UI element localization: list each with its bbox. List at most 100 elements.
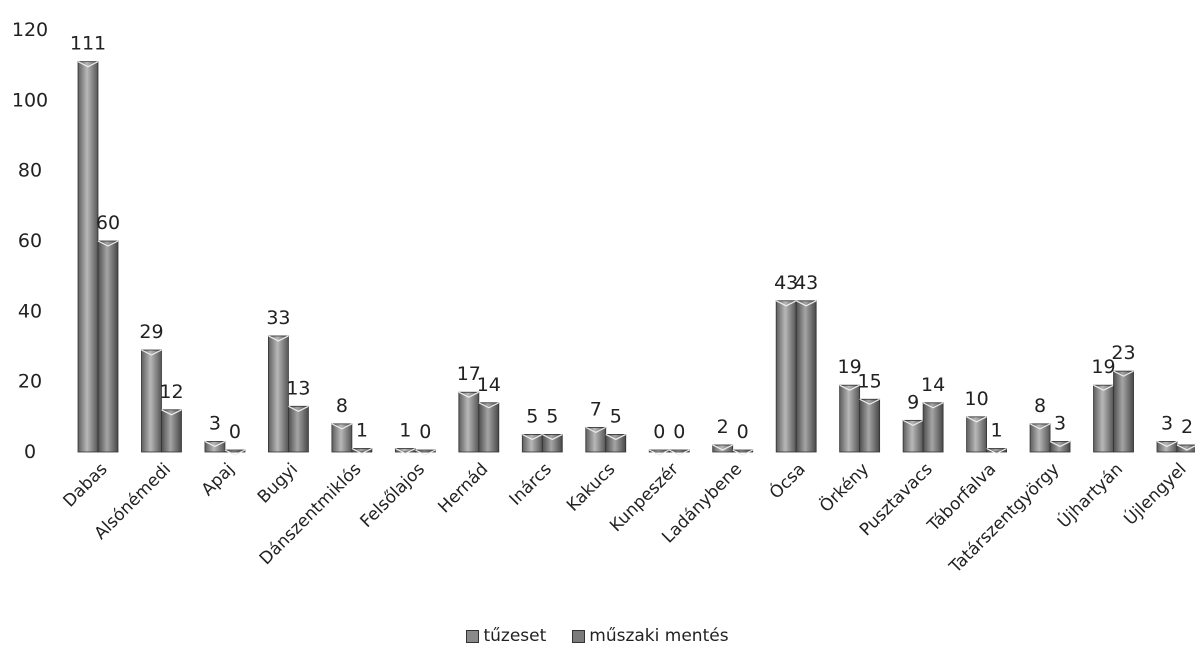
bar-muszaki (732, 449, 754, 453)
data-label-tuzeset: 2 (717, 416, 729, 438)
bar-cap (966, 416, 987, 423)
legend-label-muszaki: műszaki mentés (589, 626, 729, 646)
bar-tuzeset (521, 434, 543, 453)
data-label-muszaki: 14 (921, 374, 945, 396)
bar-cap (478, 402, 500, 409)
bar-cap (204, 440, 226, 448)
legend-swatch-tuzeset (466, 629, 480, 643)
bar-cap (268, 335, 289, 342)
category-label: Tatárszentgyörgy (945, 459, 1063, 577)
data-label-muszaki: 0 (229, 421, 241, 443)
data-label-tuzeset: 0 (653, 421, 665, 443)
bar-cap (351, 447, 373, 455)
bar-muszaki (224, 449, 246, 453)
category-label: Felsőlajos (356, 459, 429, 532)
category-label: Újlengyel (1119, 458, 1191, 530)
data-label-muszaki: 12 (159, 381, 183, 403)
bar-muszaki (986, 448, 1007, 453)
data-label-tuzeset: 10 (964, 388, 988, 410)
y-tick-label: 40 (18, 300, 42, 322)
data-label-tuzeset: 17 (457, 363, 481, 385)
y-tick-label: 120 (12, 19, 48, 41)
category-label: Bugyi (254, 459, 302, 507)
data-label-tuzeset: 1 (399, 419, 411, 441)
bar-tuzeset (775, 300, 797, 453)
bar-muszaki (414, 449, 436, 453)
data-label-muszaki: 14 (477, 374, 501, 396)
bar-cap (288, 405, 309, 412)
bar-cap (859, 398, 880, 405)
bar-muszaki (922, 402, 944, 453)
bar-tuzeset (331, 423, 353, 453)
bar-cap (161, 409, 182, 416)
bar-cap (732, 449, 753, 456)
bar-cap (331, 423, 353, 430)
category-label: Inárcs (506, 459, 556, 509)
data-label-muszaki: 5 (610, 405, 622, 427)
data-label-muszaki: 0 (673, 421, 685, 443)
bar-tuzeset (141, 349, 162, 453)
data-label-muszaki: 2 (1181, 416, 1193, 438)
legend-item-tuzeset: tűzeset (466, 626, 546, 646)
bar-cap (668, 449, 690, 456)
bar-cap (986, 447, 1007, 455)
bar-muszaki (288, 405, 309, 453)
data-label-tuzeset: 111 (70, 33, 106, 55)
bar-cap (415, 449, 436, 456)
data-label-muszaki: 43 (794, 272, 818, 294)
bar-cap (839, 384, 860, 391)
bar-cap (1176, 444, 1195, 451)
data-label-muszaki: 0 (737, 421, 749, 443)
legend-swatch-muszaki (572, 629, 586, 643)
bar-cap (922, 402, 944, 409)
data-label-tuzeset: 8 (336, 395, 348, 417)
bar-cap (775, 300, 797, 307)
legend-item-muszaki: műszaki mentés (572, 626, 729, 646)
bar-tuzeset (839, 384, 861, 453)
bar-muszaki (351, 448, 373, 453)
y-tick-label: 100 (12, 89, 48, 111)
category-label: Örkény (815, 458, 874, 517)
bar-muszaki (478, 402, 500, 453)
category-label: Apaj (198, 459, 239, 500)
data-label-muszaki: 23 (1111, 342, 1135, 364)
bar-tuzeset (77, 61, 99, 453)
bar-tuzeset (1029, 423, 1051, 453)
bar-muszaki (1113, 370, 1134, 453)
y-tick-label: 0 (24, 441, 36, 463)
category-label: Újhartyán (1053, 458, 1127, 532)
data-label-tuzeset: 43 (774, 272, 798, 294)
data-label-muszaki: 3 (1054, 412, 1066, 434)
data-label-tuzeset: 19 (1091, 356, 1115, 378)
data-label-muszaki: 1 (991, 419, 1003, 441)
bar-tuzeset (585, 426, 607, 453)
bar-cap (795, 300, 817, 307)
bar-muszaki (97, 240, 119, 453)
bar-tuzeset (458, 391, 480, 453)
legend-label-tuzeset: tűzeset (483, 626, 547, 646)
legend: tűzeset műszaki mentés (0, 625, 1195, 647)
bar-cap (605, 433, 627, 441)
bar-tuzeset (268, 335, 289, 453)
bar-cap (648, 449, 670, 456)
category-label: Kakucs (563, 459, 619, 515)
data-label-tuzeset: 33 (266, 307, 290, 329)
y-tick-label: 80 (18, 160, 42, 182)
y-tick-label: 60 (18, 230, 42, 252)
bar-tuzeset (712, 444, 734, 453)
bar-cap (141, 349, 162, 356)
data-label-muszaki: 13 (286, 377, 310, 399)
data-label-tuzeset: 5 (526, 405, 538, 427)
data-label-tuzeset: 3 (1161, 412, 1173, 434)
bar-muszaki (161, 409, 182, 453)
category-label: Dabas (60, 459, 112, 511)
data-label-muszaki: 5 (546, 405, 558, 427)
bar-cap (902, 419, 924, 427)
bar-cap (1029, 423, 1051, 430)
data-label-muszaki: 60 (96, 212, 120, 234)
bar-cap (77, 61, 99, 68)
data-label-tuzeset: 29 (139, 321, 163, 343)
bar-muszaki (1176, 444, 1195, 453)
bar-cap (224, 449, 246, 456)
data-label-tuzeset: 9 (907, 391, 919, 413)
